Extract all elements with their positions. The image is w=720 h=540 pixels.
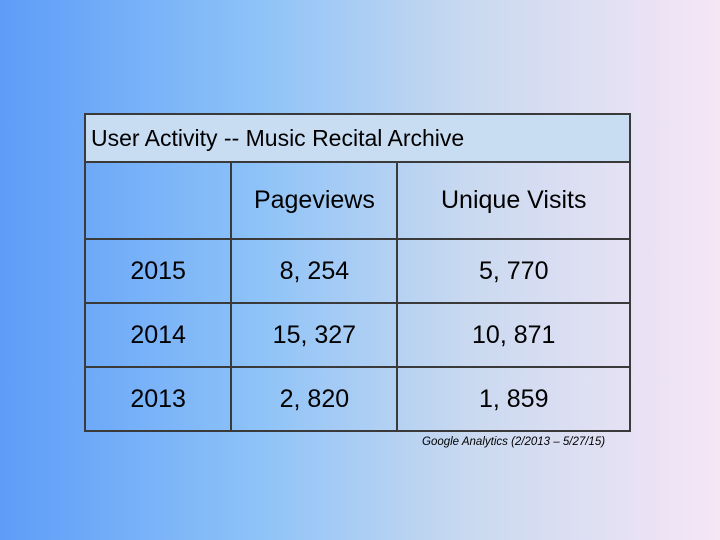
header-cell: Unique Visits	[396, 161, 631, 240]
row: 2013 2, 820 1, 859	[83, 366, 631, 432]
year-cell: 2015	[83, 238, 233, 304]
header-cell: Pageviews	[230, 161, 399, 240]
cell: 8, 254	[230, 238, 399, 304]
row: 2014 15, 327 10, 871	[83, 302, 631, 368]
cell: 10, 871	[396, 302, 631, 368]
cell: 2, 820	[230, 366, 399, 432]
corner-cell	[83, 161, 233, 240]
header-row: Pageviews Unique Visits	[83, 161, 631, 240]
table: User Activity -- Music Recital Archive P…	[83, 113, 631, 432]
cell: 5, 770	[396, 238, 631, 304]
row: 2015 8, 254 5, 770	[83, 238, 631, 304]
footnote: Google Analytics (2/2013 – 5/27/15)	[422, 436, 606, 448]
cell: 1, 859	[396, 366, 631, 432]
cell: 15, 327	[230, 302, 399, 368]
table-title: User Activity -- Music Recital Archive	[84, 113, 631, 163]
title-row: User Activity -- Music Recital Archive	[84, 113, 631, 163]
year-cell: 2013	[83, 366, 233, 432]
year-cell: 2014	[83, 302, 233, 368]
